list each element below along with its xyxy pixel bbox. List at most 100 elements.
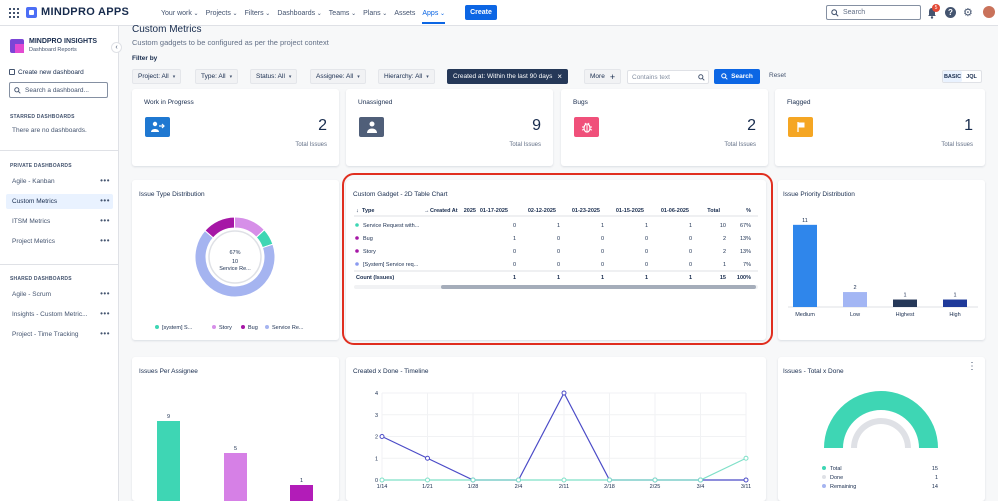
bar[interactable] <box>290 485 313 501</box>
bar[interactable] <box>943 299 967 307</box>
settings-gear-icon[interactable]: ⚙ <box>963 7 973 19</box>
reset-button[interactable]: Reset <box>769 72 786 79</box>
hierarchy-filter[interactable]: Hierarchy: All ▾ <box>378 69 435 84</box>
gauge-done-arc[interactable] <box>851 418 911 448</box>
bar[interactable] <box>843 292 867 307</box>
more-filters-button[interactable]: More + <box>584 69 622 84</box>
sidebar-item-label: Agile - Scrum <box>12 291 52 298</box>
data-point[interactable] <box>379 434 385 439</box>
nav-item-plans[interactable]: Plans ⌄ <box>363 10 387 17</box>
horizontal-scrollbar-thumb[interactable] <box>441 285 756 289</box>
nav-item-projects[interactable]: Projects ⌄ <box>206 10 238 17</box>
kpi-card[interactable]: Unassigned 9 Total Issues <box>346 89 553 166</box>
data-point[interactable] <box>743 477 749 483</box>
table-cell: 0 <box>557 236 560 242</box>
bar[interactable] <box>157 421 180 501</box>
basic-mode-button[interactable]: BASIC <box>943 71 962 82</box>
brand-logo-icon[interactable] <box>26 7 37 18</box>
kpi-value: 1 <box>964 117 973 134</box>
data-point[interactable] <box>698 477 703 483</box>
sidebar-dashboard-item[interactable]: Insights - Custom Metric... ••• <box>6 307 113 322</box>
more-actions-icon[interactable]: ••• <box>100 329 110 338</box>
user-avatar[interactable] <box>983 6 995 18</box>
nav-item-label: Assets <box>394 9 416 17</box>
data-point[interactable] <box>607 477 612 483</box>
table-cell: 1 <box>645 223 648 229</box>
card-title: Issue Priority Distribution <box>783 191 855 198</box>
donut-slice[interactable] <box>194 229 276 298</box>
global-search-input[interactable]: Search <box>826 5 921 20</box>
row-type-marker <box>355 262 359 266</box>
nav-item-assets[interactable]: Assets <box>394 10 415 17</box>
more-actions-icon[interactable]: ••• <box>100 196 110 205</box>
brand-name[interactable]: MINDPRO APPS <box>41 6 130 18</box>
table-cell: 67% <box>740 223 751 229</box>
collapse-sidebar-button[interactable]: ‹ <box>111 42 122 53</box>
sort-icon[interactable]: ↓ <box>356 208 359 214</box>
data-point[interactable] <box>561 390 567 396</box>
table-cell: 1 <box>723 262 726 268</box>
sidebar-dashboard-item[interactable]: Agile - Kanban ••• <box>6 174 113 189</box>
nav-item-teams[interactable]: Teams ⌄ <box>329 10 356 17</box>
created-at-filter[interactable]: Created at: Within the last 90 days × <box>447 69 569 84</box>
more-actions-icon[interactable]: ••• <box>100 309 110 318</box>
card-title: Issues - Total x Done <box>783 368 844 375</box>
dashboard-search-input[interactable]: Search a dashboard... <box>9 82 108 98</box>
data-point[interactable] <box>743 455 749 461</box>
more-actions-icon[interactable]: ••• <box>100 176 110 185</box>
data-point[interactable] <box>561 477 567 483</box>
data-point[interactable] <box>425 477 430 483</box>
filter-by-label: Filter by <box>132 55 158 62</box>
data-point[interactable] <box>470 477 476 483</box>
column-header: 01-15-2025 <box>616 208 644 214</box>
more-filters-label: More <box>590 73 605 80</box>
clear-filter-icon[interactable]: × <box>557 72 563 81</box>
sidebar-dashboard-item[interactable]: Project - Time Tracking ••• <box>6 327 113 342</box>
footer-cell: 1 <box>557 275 560 281</box>
data-point[interactable] <box>516 477 521 483</box>
data-point[interactable] <box>652 477 658 483</box>
legend-label: Story <box>219 325 232 331</box>
data-point[interactable] <box>425 455 430 461</box>
status-filter[interactable]: Status: All ▾ <box>250 69 298 84</box>
data-point[interactable] <box>379 477 385 483</box>
type-filter-label: Type: All <box>201 73 226 80</box>
sidebar-dashboard-item[interactable]: ITSM Metrics ••• <box>6 214 113 229</box>
sidebar-dashboard-item[interactable]: Custom Metrics ••• <box>6 194 113 209</box>
sidebar-dashboard-item[interactable]: Project Metrics ••• <box>6 234 113 249</box>
nav-item-apps[interactable]: Apps ⌄ <box>422 10 446 24</box>
kpi-card[interactable]: Bugs 2 Total Issues <box>561 89 768 166</box>
project-filter[interactable]: Project: All ▾ <box>132 69 182 84</box>
search-button[interactable]: Search <box>714 69 760 84</box>
more-actions-icon[interactable]: ••• <box>100 236 110 245</box>
chevron-down-icon: ⌄ <box>349 10 357 17</box>
kpi-card[interactable]: Work in Progress 2 Total Issues <box>132 89 339 166</box>
gauge-total-arc[interactable] <box>824 391 938 448</box>
assignee-filter-label: Assignee: All <box>316 73 354 80</box>
type-filter[interactable]: Type: All ▾ <box>195 69 239 84</box>
arrow-right-user-icon <box>145 117 170 137</box>
kpi-card[interactable]: Flagged 1 Total Issues <box>775 89 985 166</box>
app-switcher-icon[interactable] <box>9 8 19 18</box>
sidebar-dashboard-item[interactable]: Agile - Scrum ••• <box>6 287 113 302</box>
row-type-label: Service Request with... <box>363 223 420 229</box>
more-actions-icon[interactable]: ••• <box>100 216 110 225</box>
create-button[interactable]: Create <box>465 5 497 20</box>
nav-item-filters[interactable]: Filters ⌄ <box>245 10 271 17</box>
sidebar-item-label: Project - Time Tracking <box>12 331 79 338</box>
bar[interactable] <box>793 224 817 307</box>
contains-text-input[interactable]: Contains text <box>627 70 709 84</box>
legend-marker <box>822 466 826 470</box>
nav-item-your-work[interactable]: Your work ⌄ <box>161 10 199 17</box>
bar[interactable] <box>893 299 917 307</box>
jql-mode-button[interactable]: JQL <box>966 73 977 80</box>
create-dashboard-link[interactable]: Create new dashboard <box>9 69 84 76</box>
column-header: Type <box>362 208 374 214</box>
help-icon[interactable]: ? <box>945 7 956 18</box>
assignee-filter[interactable]: Assignee: All ▾ <box>310 69 366 84</box>
bar[interactable] <box>224 453 247 501</box>
more-options-icon[interactable]: ⋮ <box>967 361 977 372</box>
nav-item-dashboards[interactable]: Dashboards ⌄ <box>277 10 321 17</box>
column-header: 01-06-2025 <box>661 208 689 214</box>
more-actions-icon[interactable]: ••• <box>100 289 110 298</box>
